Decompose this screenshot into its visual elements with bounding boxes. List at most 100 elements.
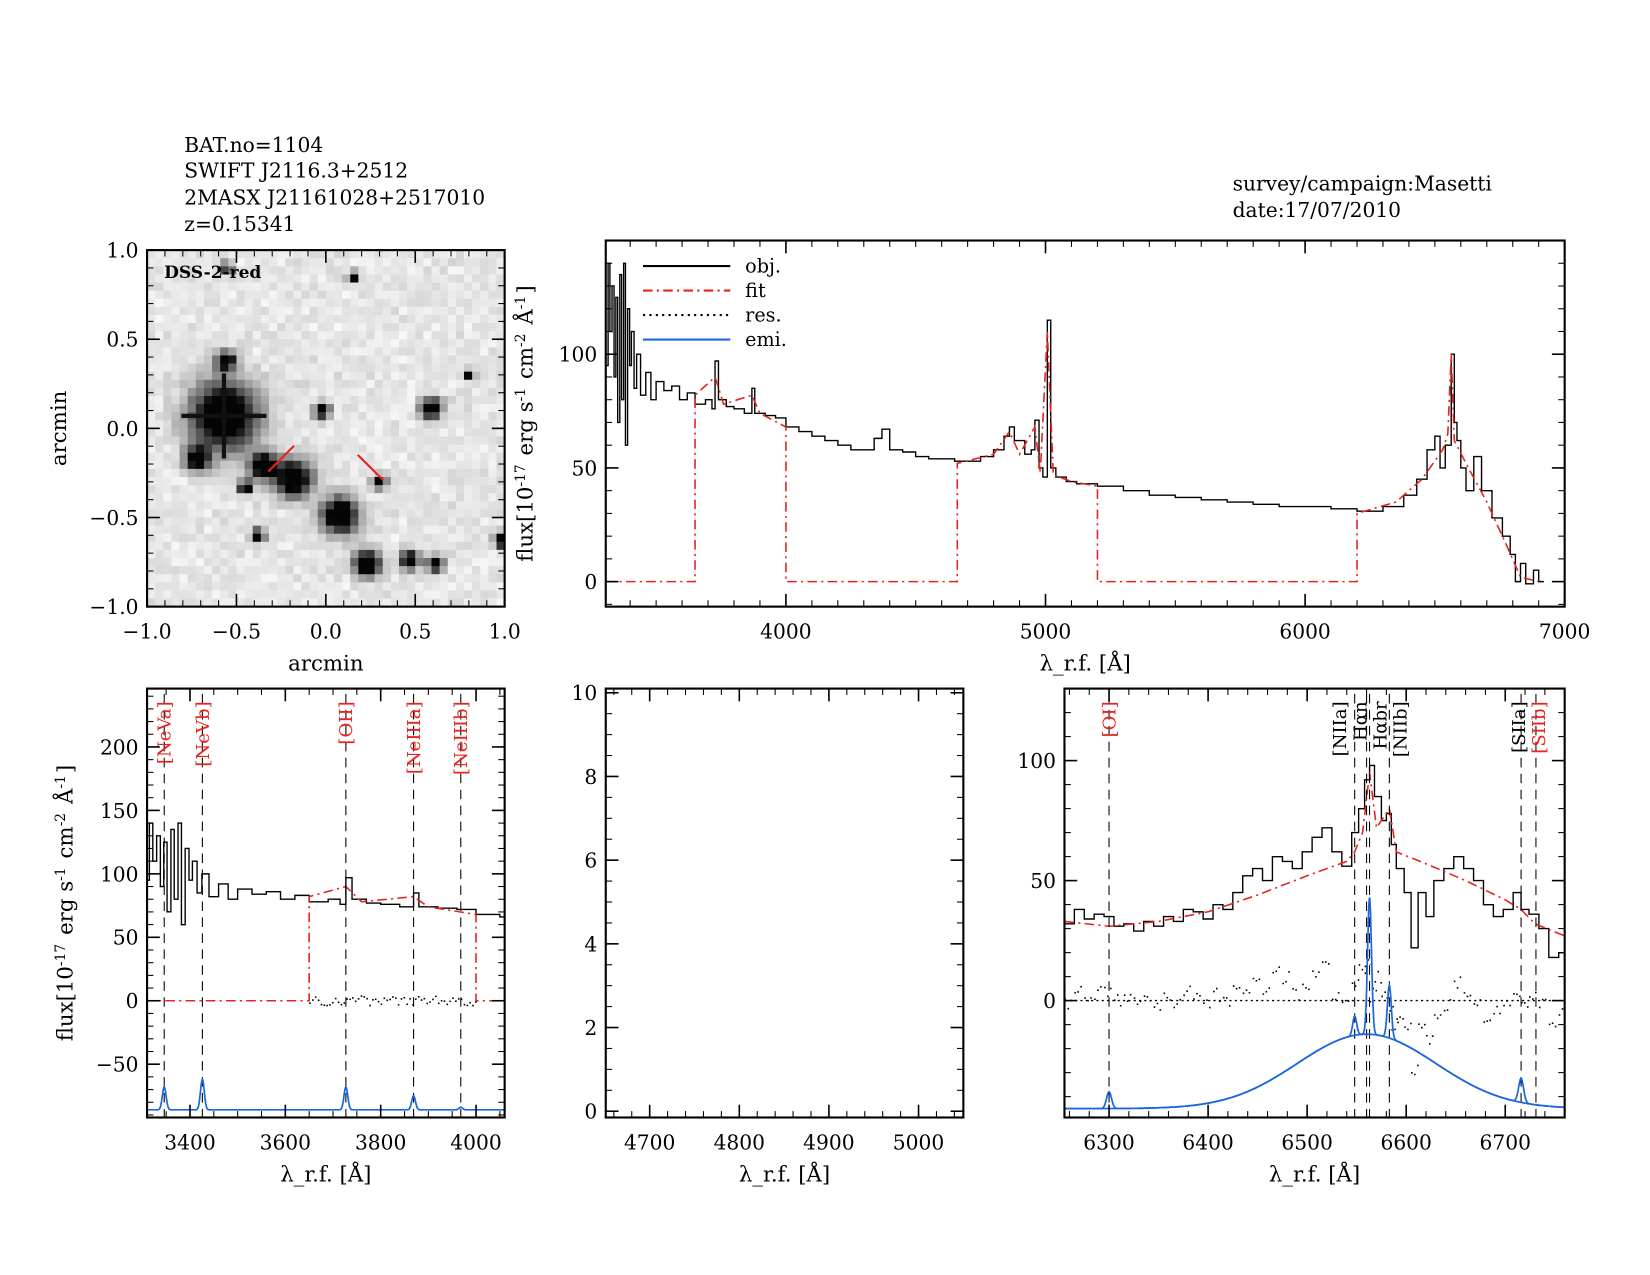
image-pixel [195,460,205,470]
image-pixel [163,298,173,308]
image-pixel [244,323,254,332]
image-pixel [212,452,221,462]
image-pixel [350,250,360,259]
image-pixel [309,314,319,324]
image-pixel [358,509,368,519]
image-pixel [195,541,205,551]
image-pixel [236,444,246,454]
image-pixel [415,525,425,535]
image-pixel [358,460,368,470]
image-pixel [147,363,156,373]
image-pixel [464,590,473,600]
image-pixel [415,501,425,511]
image-pixel [301,558,311,567]
image-pixel [447,282,457,292]
image-pixel [179,549,189,559]
image-pixel [464,395,473,405]
image-pixel [333,574,343,583]
image-pixel [496,517,505,527]
image-pixel [203,598,213,607]
image-pixel [374,525,384,535]
image-pixel [260,250,270,259]
image-pixel [293,566,303,575]
image-pixel [366,558,376,567]
image-pixel [220,566,229,575]
image-pixel [472,298,481,308]
image-pixel [195,501,205,511]
image-pixel [488,582,498,592]
image-pixel [333,468,343,478]
image-pixel [415,379,425,389]
image-pixel [423,598,433,607]
image-pixel [358,493,368,502]
image-pixel [155,590,164,600]
image-pixel [293,314,303,324]
legend-entry: obj. [745,254,781,277]
image-pixel [293,428,303,438]
image-pixel [252,517,262,527]
image-pixel [407,420,416,430]
image-pixel [423,444,433,454]
image-pixel [464,468,473,478]
image-pixel [455,355,465,365]
image-pixel [155,314,164,324]
header-line: 2MASX J21161028+2517010 [184,185,485,209]
image-pixel [171,460,181,470]
image-pixel [447,468,457,478]
image-pixel [187,347,197,357]
image-pixel [317,509,327,519]
image-pixel [342,274,351,284]
image-pixel [325,444,335,454]
y-tick-label: 150 [100,799,139,823]
image-pixel [455,387,465,397]
image-pixel [374,404,384,413]
image-pixel [366,258,376,267]
image-pixel [309,379,319,389]
image-pixel [431,266,441,276]
image-pixel [195,574,205,583]
image-pixel [147,509,156,519]
image-pixel [350,468,360,478]
image-pixel [464,306,473,316]
image-pixel [187,590,197,600]
image-pixel [268,314,278,324]
image-pixel [277,549,286,559]
x-tick-label: 4900 [803,1130,854,1154]
image-pixel [195,468,205,478]
target-marker [357,454,385,482]
image-pixel [203,501,213,511]
image-pixel [447,476,457,486]
image-pixel [350,266,360,276]
image-pixel [252,331,262,340]
image-pixel [195,339,205,348]
image-pixel [407,452,416,462]
image-pixel [252,250,262,259]
image-pixel [268,250,278,259]
image-pixel [350,517,360,527]
image-pixel [293,452,303,462]
image-pixel [366,509,376,519]
image-pixel [187,282,197,292]
image-pixel [236,258,246,267]
image-pixel [439,566,449,575]
image-pixel [268,598,278,607]
image-pixel [407,250,416,259]
image-pixel [268,436,278,446]
image-pixel [366,574,376,583]
image-pixel [407,395,416,405]
image-pixel [252,298,262,308]
image-pixel [480,549,490,559]
image-pixel [488,420,498,430]
image-pixel [309,347,319,357]
image-pixel [179,590,189,600]
image-pixel [268,541,278,551]
image-pixel [268,582,278,592]
image-pixel [472,395,481,405]
image-pixel [163,250,173,259]
dss-image [147,250,505,607]
image-pixel [496,525,505,535]
image-pixel [415,282,425,292]
image-pixel [268,347,278,357]
image-pixel [147,590,156,600]
image-pixel [212,493,221,502]
